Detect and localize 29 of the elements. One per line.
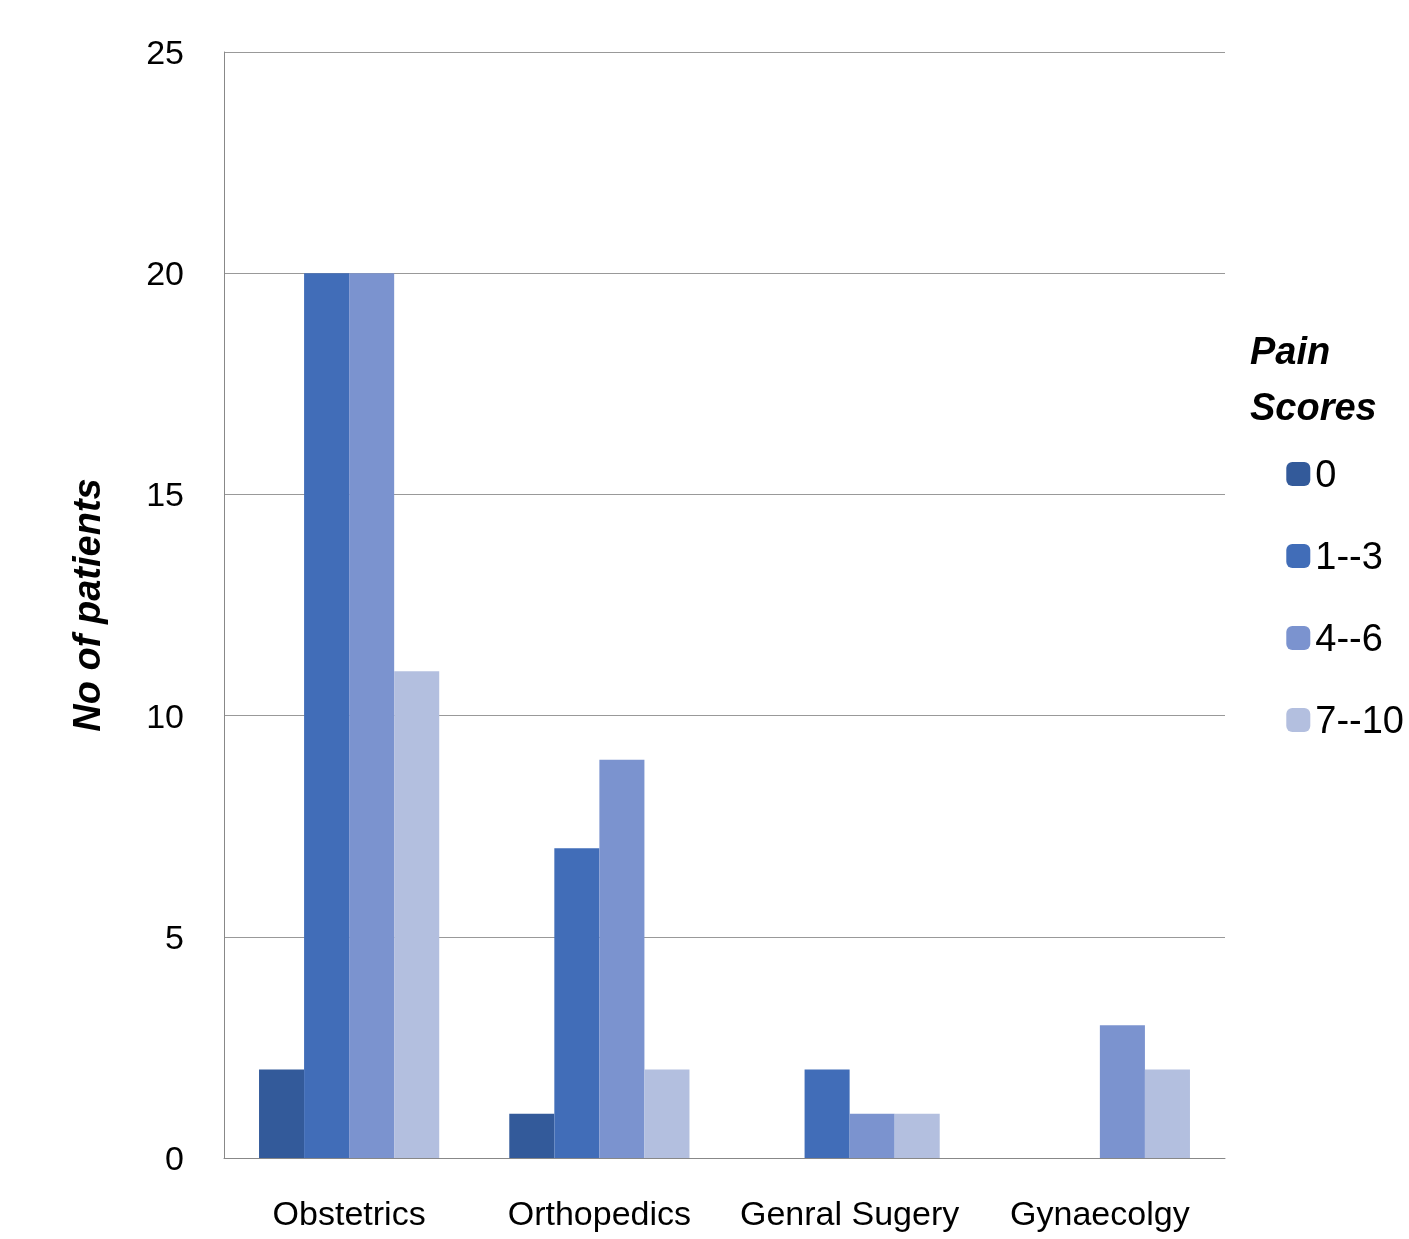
y-tick-label: 15 xyxy=(146,475,184,514)
legend-label: 1--3 xyxy=(1315,535,1383,577)
legend-label: 4--6 xyxy=(1315,617,1383,659)
bar xyxy=(1099,1025,1145,1158)
y-axis-title: No of patients xyxy=(66,478,108,732)
bar xyxy=(259,1069,305,1158)
bar xyxy=(894,1113,940,1158)
y-tick-label: 5 xyxy=(165,917,184,956)
x-tick-label: Gynaecolgy xyxy=(1010,1194,1190,1232)
legend-label: 0 xyxy=(1315,453,1337,495)
y-tick-label: 10 xyxy=(146,696,184,735)
y-tick-label: 0 xyxy=(165,1139,184,1177)
bar xyxy=(394,671,440,1158)
bar xyxy=(349,273,395,1158)
x-tick-label: Orthopedics xyxy=(507,1194,692,1232)
y-tick-label: 25 xyxy=(146,33,184,71)
legend-title: Pain Scores xyxy=(1250,330,1377,428)
bar xyxy=(644,1069,690,1158)
x-tick-label: Genral Sugery xyxy=(740,1194,960,1232)
legend-label: 7--10 xyxy=(1315,699,1405,741)
bar xyxy=(509,1113,555,1158)
x-tick-label: Obstetrics xyxy=(272,1194,426,1232)
bar xyxy=(554,848,600,1158)
bar xyxy=(1144,1069,1190,1158)
bar xyxy=(804,1069,850,1158)
bar xyxy=(304,273,350,1158)
bar xyxy=(599,759,645,1158)
y-tick-label: 20 xyxy=(146,254,184,293)
bar xyxy=(849,1113,895,1158)
